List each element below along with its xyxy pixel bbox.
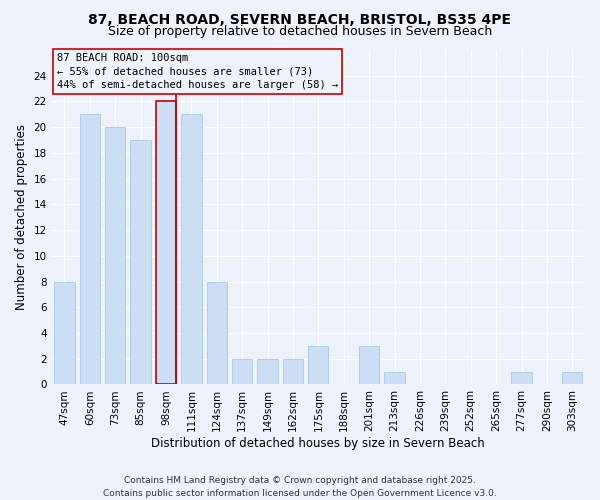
Bar — [156, 102, 176, 385]
Bar — [257, 358, 278, 384]
Text: 87, BEACH ROAD, SEVERN BEACH, BRISTOL, BS35 4PE: 87, BEACH ROAD, SEVERN BEACH, BRISTOL, B… — [89, 12, 511, 26]
X-axis label: Distribution of detached houses by size in Severn Beach: Distribution of detached houses by size … — [151, 437, 485, 450]
Bar — [283, 358, 303, 384]
Y-axis label: Number of detached properties: Number of detached properties — [15, 124, 28, 310]
Bar — [308, 346, 328, 385]
Bar — [206, 282, 227, 385]
Text: Contains HM Land Registry data © Crown copyright and database right 2025.
Contai: Contains HM Land Registry data © Crown c… — [103, 476, 497, 498]
Bar — [105, 127, 125, 384]
Text: 87 BEACH ROAD: 100sqm
← 55% of detached houses are smaller (73)
44% of semi-deta: 87 BEACH ROAD: 100sqm ← 55% of detached … — [57, 54, 338, 90]
Bar — [130, 140, 151, 384]
Bar — [181, 114, 202, 384]
Bar — [80, 114, 100, 384]
Bar — [511, 372, 532, 384]
Bar — [562, 372, 583, 384]
Text: Size of property relative to detached houses in Severn Beach: Size of property relative to detached ho… — [108, 25, 492, 38]
Bar — [156, 102, 176, 385]
Bar — [385, 372, 404, 384]
Bar — [54, 282, 74, 385]
Bar — [232, 358, 253, 384]
Bar — [359, 346, 379, 385]
